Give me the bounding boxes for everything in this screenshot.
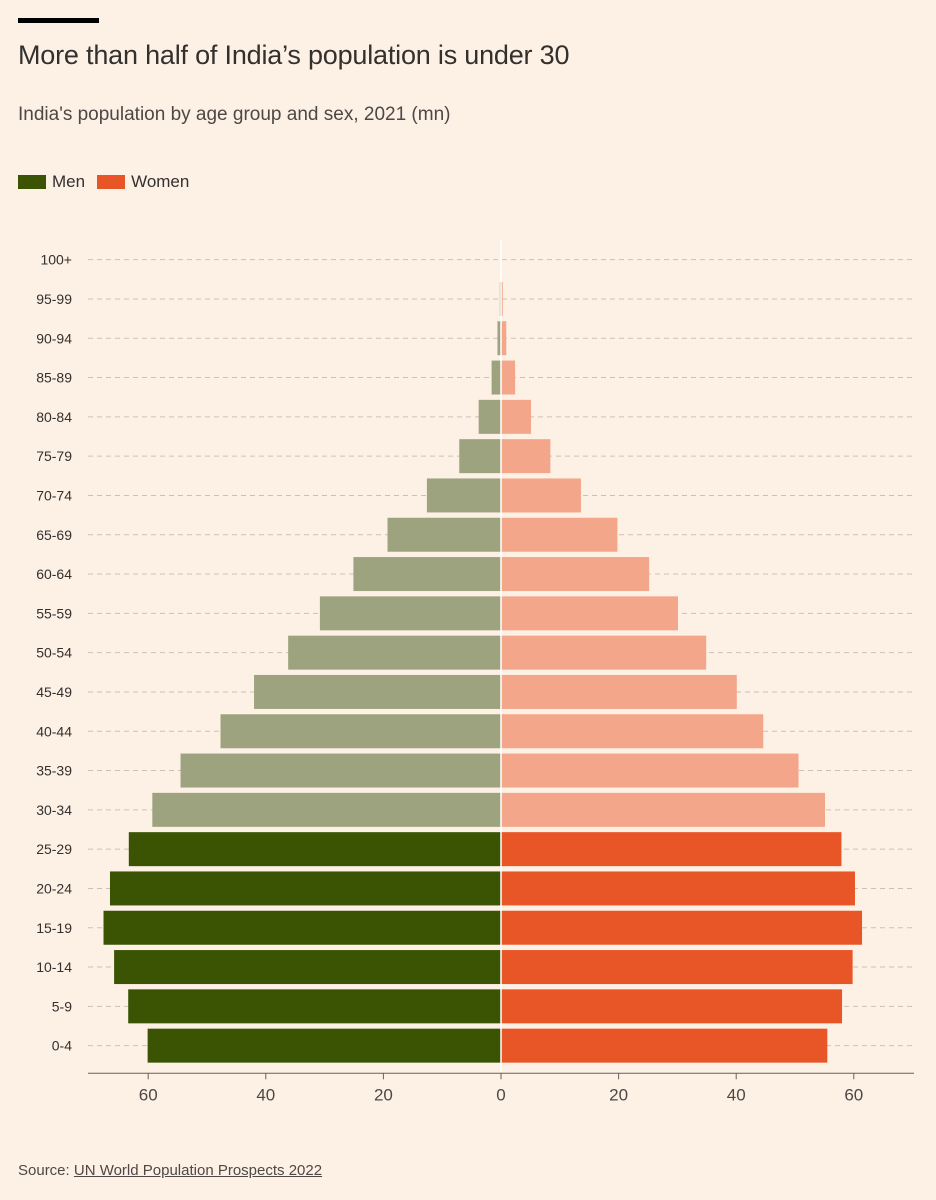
y-tick-label: 55-59 [36,605,72,621]
legend-item-men: Men [18,172,85,192]
bar-men [426,478,501,513]
bar-men [387,517,501,552]
bar-men [152,792,502,827]
x-tick-label: 20 [374,1085,393,1104]
legend-swatch-men [18,175,46,189]
y-tick-label: 65-69 [36,527,72,543]
bar-women [501,989,843,1024]
source-line: Source: UN World Population Prospects 20… [18,1162,322,1179]
bar-women [501,792,825,827]
y-tick-label: 25-29 [36,841,72,857]
y-tick-label: 90-94 [36,330,72,346]
bar-men [128,989,501,1024]
legend: Men Women [18,172,201,192]
y-tick-label: 60-64 [36,566,72,582]
y-tick-label: 10-14 [36,959,72,975]
bar-men [319,596,501,631]
source-prefix: Source: [18,1162,74,1179]
bar-women [501,714,764,749]
bar-women [501,399,531,434]
x-tick-label: 60 [139,1085,158,1104]
bar-women [501,635,707,670]
y-tick-label: 40-44 [36,723,72,739]
bar-women [501,360,516,395]
bar-women [501,517,618,552]
legend-swatch-women [97,175,126,189]
bar-women [501,596,678,631]
bar-men [220,714,502,749]
bar-men [491,360,501,395]
legend-item-women: Women [97,172,189,192]
bar-men [497,321,501,356]
bar-women [501,753,799,788]
bar-women [501,674,737,709]
bar-women [501,439,551,474]
bar-men [288,635,501,670]
chart-subtitle: India's population by age group and sex,… [18,104,451,125]
top-rule [18,18,99,23]
y-tick-label: 95-99 [36,291,72,307]
bar-men [114,950,501,985]
population-pyramid-chart: 100+ 95-99 90-94 85-89 80-84 75-79 70-74 65-69 6… [36,240,914,1104]
bar-women [501,478,581,513]
y-tick-label: 70-74 [36,487,72,503]
bar-men [254,674,501,709]
bar-men [478,399,501,434]
bar-women [501,321,507,356]
x-tick-label: 20 [609,1085,628,1104]
bar-women [501,557,650,592]
legend-label-women: Women [131,172,190,191]
bar-women [501,910,863,945]
bar-men [147,1028,501,1063]
chart-title: More than half of India’s population is … [18,40,570,70]
y-tick-label: 100+ [40,252,72,268]
y-tick-label: 15-19 [36,920,72,936]
bar-men [103,910,502,945]
y-tick-label: 30-34 [36,802,72,818]
bar-women [501,950,853,985]
y-tick-label: 75-79 [36,448,72,464]
bar-men [109,871,501,906]
bar-women [501,871,855,906]
x-tick-label: 40 [727,1085,746,1104]
y-tick-label: 45-49 [36,684,72,700]
source-link[interactable]: UN World Population Prospects 2022 [73,1162,323,1179]
bar-women [501,832,842,867]
y-tick-label: 80-84 [36,409,72,425]
bar-men [459,439,501,474]
x-tick-label: 40 [256,1085,275,1104]
y-tick-label: 5-9 [52,998,72,1014]
y-tick-label: 35-39 [36,763,72,779]
bar-women [501,281,503,316]
bar-men [128,832,501,867]
y-tick-label: 20-24 [36,880,72,896]
y-tick-label: 50-54 [36,645,72,661]
x-tick-label: 60 [844,1085,863,1104]
bar-women [501,1028,828,1063]
bar-men [180,753,502,788]
y-tick-label: 85-89 [36,370,72,386]
y-tick-label: 0-4 [52,1038,72,1054]
legend-label-men: Men [52,172,86,191]
x-tick-label: 0 [496,1085,505,1104]
bar-men [353,557,501,592]
